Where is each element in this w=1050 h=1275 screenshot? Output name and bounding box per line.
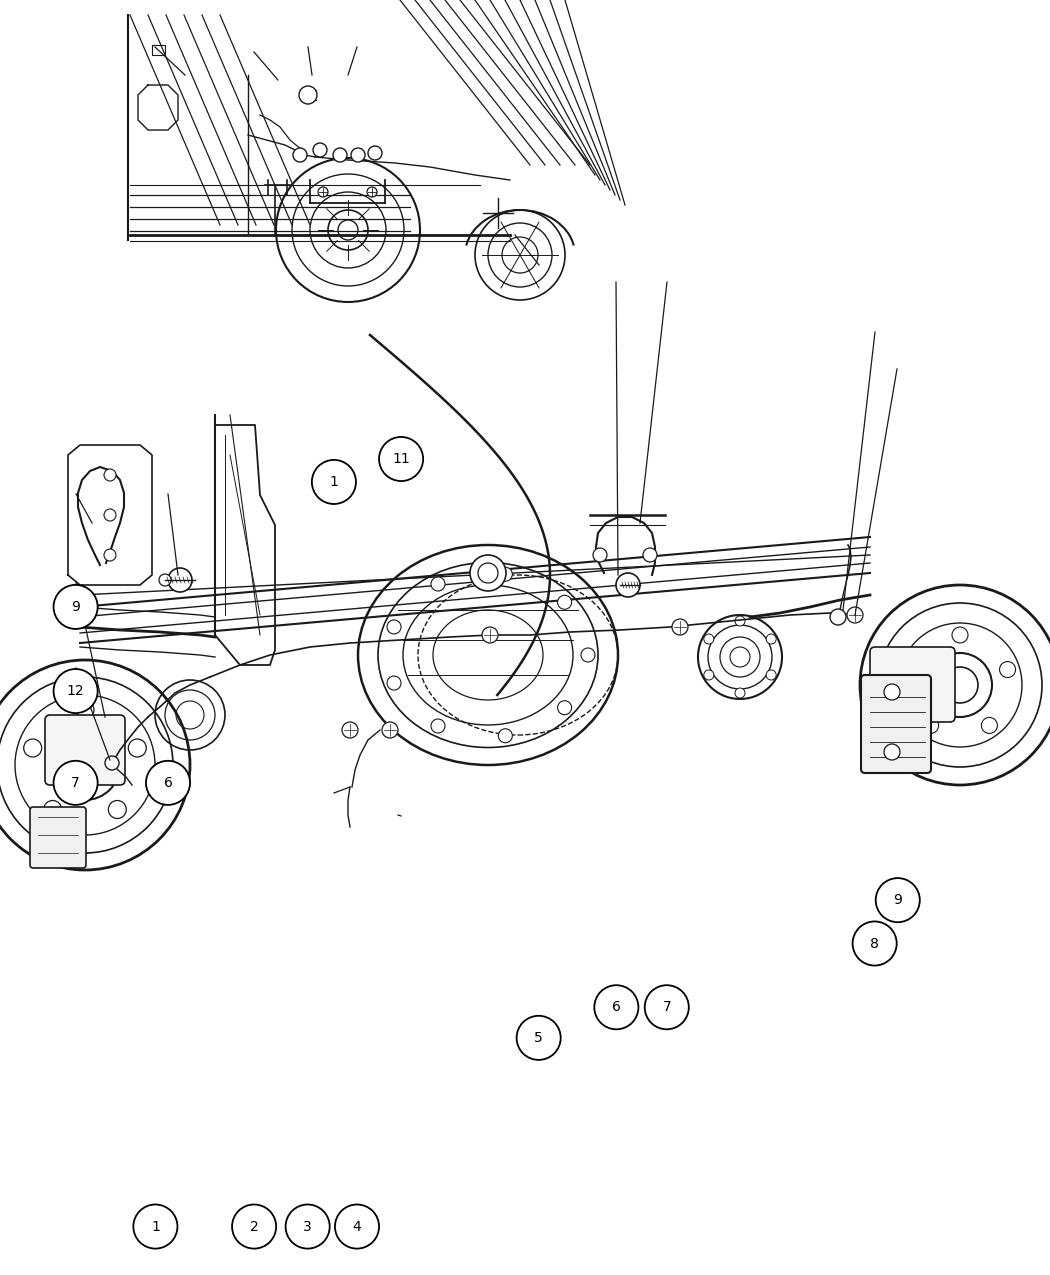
Text: 9: 9	[71, 601, 80, 613]
Text: 1: 1	[330, 476, 338, 488]
Circle shape	[104, 469, 116, 481]
Circle shape	[430, 719, 445, 733]
Text: 5: 5	[534, 1031, 543, 1044]
Circle shape	[766, 634, 776, 644]
Circle shape	[54, 761, 98, 805]
Text: 11: 11	[393, 453, 410, 465]
Circle shape	[645, 986, 689, 1029]
Circle shape	[293, 148, 307, 162]
Circle shape	[335, 1205, 379, 1248]
Circle shape	[643, 548, 657, 562]
Circle shape	[128, 740, 146, 757]
Circle shape	[593, 548, 607, 562]
Circle shape	[232, 1205, 276, 1248]
Circle shape	[499, 729, 512, 743]
Text: 1: 1	[151, 1220, 160, 1233]
Circle shape	[105, 756, 119, 770]
Circle shape	[952, 627, 968, 643]
Circle shape	[24, 740, 42, 757]
FancyBboxPatch shape	[45, 715, 125, 785]
Circle shape	[923, 718, 939, 733]
Text: 8: 8	[870, 937, 879, 950]
Text: 12: 12	[67, 685, 84, 697]
Circle shape	[312, 460, 356, 504]
Circle shape	[884, 683, 900, 700]
Text: 3: 3	[303, 1220, 312, 1233]
Circle shape	[50, 731, 120, 799]
Circle shape	[318, 187, 328, 198]
Circle shape	[333, 148, 347, 162]
Circle shape	[159, 574, 171, 586]
Text: 6: 6	[612, 1001, 621, 1014]
Circle shape	[379, 437, 423, 481]
Text: 6: 6	[164, 776, 172, 789]
Circle shape	[499, 567, 512, 581]
Circle shape	[672, 618, 688, 635]
Circle shape	[299, 85, 317, 105]
Circle shape	[594, 986, 638, 1029]
Circle shape	[430, 578, 445, 592]
Circle shape	[735, 616, 746, 626]
Circle shape	[54, 585, 98, 629]
Circle shape	[313, 143, 327, 157]
Circle shape	[470, 555, 506, 592]
Circle shape	[847, 607, 863, 623]
Circle shape	[766, 669, 776, 680]
Circle shape	[351, 148, 365, 162]
FancyBboxPatch shape	[30, 807, 86, 868]
Circle shape	[876, 878, 920, 922]
Text: 7: 7	[71, 776, 80, 789]
Circle shape	[616, 572, 640, 597]
Circle shape	[146, 761, 190, 805]
Circle shape	[368, 147, 382, 159]
Text: 4: 4	[353, 1220, 361, 1233]
Circle shape	[168, 567, 192, 592]
Circle shape	[342, 722, 358, 738]
Circle shape	[387, 620, 401, 634]
Circle shape	[904, 662, 921, 677]
Circle shape	[44, 801, 62, 819]
Text: 9: 9	[894, 894, 902, 907]
Circle shape	[928, 653, 992, 717]
Circle shape	[104, 550, 116, 561]
Circle shape	[368, 187, 377, 198]
Circle shape	[853, 922, 897, 965]
Text: 2: 2	[250, 1220, 258, 1233]
Circle shape	[704, 634, 714, 644]
Circle shape	[108, 801, 126, 819]
FancyBboxPatch shape	[870, 646, 956, 722]
Circle shape	[884, 745, 900, 760]
Circle shape	[382, 722, 398, 738]
Circle shape	[735, 688, 746, 697]
Circle shape	[558, 595, 571, 609]
Circle shape	[482, 627, 498, 643]
Circle shape	[54, 669, 98, 713]
Circle shape	[517, 1016, 561, 1060]
Circle shape	[558, 701, 571, 715]
Circle shape	[982, 718, 997, 733]
Circle shape	[830, 609, 846, 625]
Circle shape	[581, 648, 595, 662]
Circle shape	[1000, 662, 1015, 677]
Circle shape	[76, 701, 94, 719]
Circle shape	[133, 1205, 177, 1248]
Circle shape	[104, 509, 116, 521]
FancyBboxPatch shape	[861, 674, 931, 773]
Circle shape	[704, 669, 714, 680]
Circle shape	[387, 676, 401, 690]
Text: 7: 7	[663, 1001, 671, 1014]
Circle shape	[286, 1205, 330, 1248]
